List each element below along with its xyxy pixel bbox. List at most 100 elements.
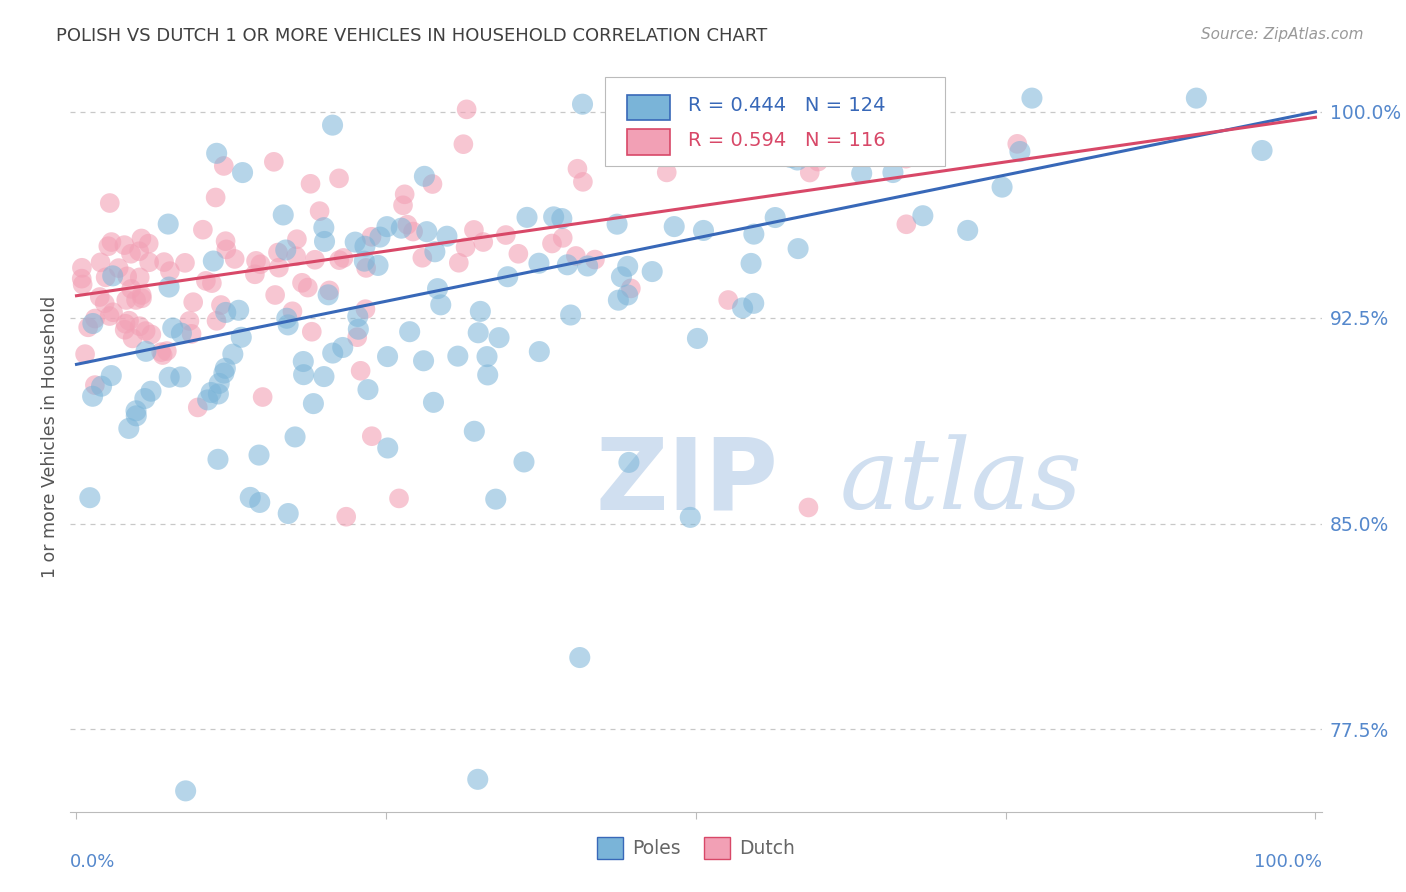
Point (360, 429, 382, 443)
Point (787, 242, 810, 256)
Point (1251, 144, 1274, 158)
Point (141, 327, 163, 342)
Point (82, 389, 104, 403)
Text: 100.0%: 100.0% (1254, 853, 1322, 871)
Point (239, 491, 262, 505)
Point (222, 347, 245, 361)
Point (1007, 136, 1029, 151)
Point (264, 288, 287, 302)
Point (159, 264, 181, 278)
Point (620, 281, 643, 295)
Point (70, 271, 93, 285)
Point (84, 311, 107, 326)
Point (607, 293, 630, 308)
Point (686, 331, 709, 345)
Point (411, 251, 433, 265)
Point (90, 379, 112, 393)
Point (271, 208, 294, 222)
Point (717, 293, 740, 307)
Point (388, 491, 411, 506)
Point (508, 247, 530, 261)
Point (212, 366, 235, 380)
Point (285, 232, 308, 246)
Point (276, 311, 298, 326)
Point (367, 259, 389, 273)
Point (606, 217, 628, 231)
Point (135, 324, 157, 338)
Point (616, 260, 638, 274)
Point (344, 235, 367, 249)
Point (470, 304, 492, 318)
Point (274, 243, 297, 257)
Point (281, 304, 304, 318)
Point (292, 354, 315, 368)
Point (389, 221, 412, 235)
Point (991, 180, 1014, 194)
Text: R = 0.444   N = 124: R = 0.444 N = 124 (689, 96, 886, 115)
Point (134, 392, 156, 406)
Point (98, 196, 121, 211)
Point (347, 322, 370, 336)
Point (1021, 91, 1043, 105)
Point (335, 509, 357, 524)
Point (138, 236, 160, 251)
Point (249, 257, 271, 271)
Point (157, 280, 180, 294)
Point (191, 223, 214, 237)
Point (207, 452, 229, 467)
Point (232, 165, 254, 179)
Point (353, 254, 375, 268)
Point (231, 330, 253, 344)
Point (114, 323, 136, 337)
Point (740, 256, 762, 270)
Y-axis label: 1 or more Vehicles in Household: 1 or more Vehicles in Household (41, 296, 59, 578)
Point (215, 305, 238, 319)
Point (513, 455, 536, 469)
Point (488, 331, 510, 345)
Point (97, 239, 120, 253)
Point (302, 396, 325, 410)
Point (267, 245, 290, 260)
Point (150, 345, 173, 359)
Point (396, 218, 419, 232)
Point (205, 314, 228, 328)
Point (94, 270, 117, 285)
Point (207, 387, 229, 401)
Point (121, 331, 143, 345)
Point (318, 284, 340, 298)
Point (125, 404, 148, 418)
Point (120, 246, 142, 260)
Point (620, 142, 643, 156)
Point (214, 234, 236, 248)
Point (197, 392, 219, 407)
Point (174, 256, 197, 270)
Point (346, 310, 368, 324)
Point (557, 258, 579, 272)
Point (576, 259, 599, 273)
Point (131, 291, 153, 305)
Bar (627, 95, 669, 120)
Point (157, 370, 180, 384)
Point (135, 344, 157, 359)
Point (118, 314, 141, 328)
Point (426, 282, 449, 296)
Point (115, 269, 138, 284)
Point (100, 235, 122, 249)
Point (529, 344, 551, 359)
Point (332, 251, 354, 265)
Point (267, 260, 290, 275)
Point (571, 97, 593, 112)
Point (82, 317, 104, 331)
Point (568, 650, 591, 665)
Point (354, 302, 377, 317)
Point (610, 269, 633, 284)
Point (204, 190, 226, 204)
Point (277, 318, 299, 332)
Point (467, 326, 489, 340)
Point (125, 409, 148, 423)
Point (114, 317, 136, 331)
Point (807, 154, 830, 169)
Point (162, 321, 184, 335)
Point (89, 255, 111, 269)
Point (551, 231, 574, 245)
